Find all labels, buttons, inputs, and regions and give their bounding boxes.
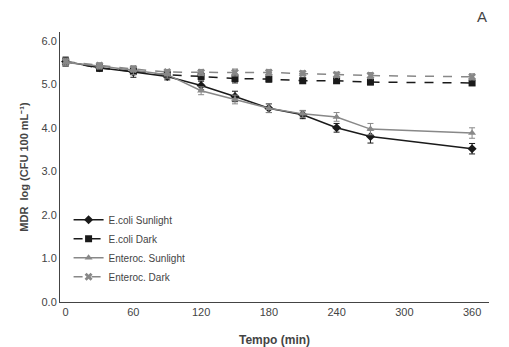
svg-text:60: 60 (127, 306, 139, 318)
svg-text:240: 240 (327, 306, 345, 318)
svg-text:180: 180 (260, 306, 278, 318)
svg-text:A: A (477, 8, 487, 25)
svg-text:4.0: 4.0 (42, 122, 57, 134)
svg-text:2.0: 2.0 (42, 209, 57, 221)
svg-text:300: 300 (395, 306, 413, 318)
svg-text:0: 0 (63, 306, 69, 318)
svg-text:E.coli Sunlight: E.coli Sunlight (109, 215, 173, 226)
svg-text:3.0: 3.0 (42, 165, 57, 177)
svg-text:120: 120 (192, 306, 210, 318)
svg-text:1.0: 1.0 (42, 252, 57, 264)
svg-text:6.0: 6.0 (42, 35, 57, 47)
svg-text:MDR log (CFU 100 mL⁻¹): MDR log (CFU 100 mL⁻¹) (18, 102, 30, 232)
svg-text:0.0: 0.0 (42, 296, 57, 308)
svg-text:Tempo (min): Tempo (min) (239, 333, 310, 347)
svg-text:E.coli Dark: E.coli Dark (109, 234, 158, 245)
svg-text:Enteroc. Sunlight: Enteroc. Sunlight (109, 253, 185, 264)
svg-text:360: 360 (463, 306, 481, 318)
svg-text:5.0: 5.0 (42, 78, 57, 90)
svg-text:Enteroc. Dark: Enteroc. Dark (109, 272, 171, 283)
